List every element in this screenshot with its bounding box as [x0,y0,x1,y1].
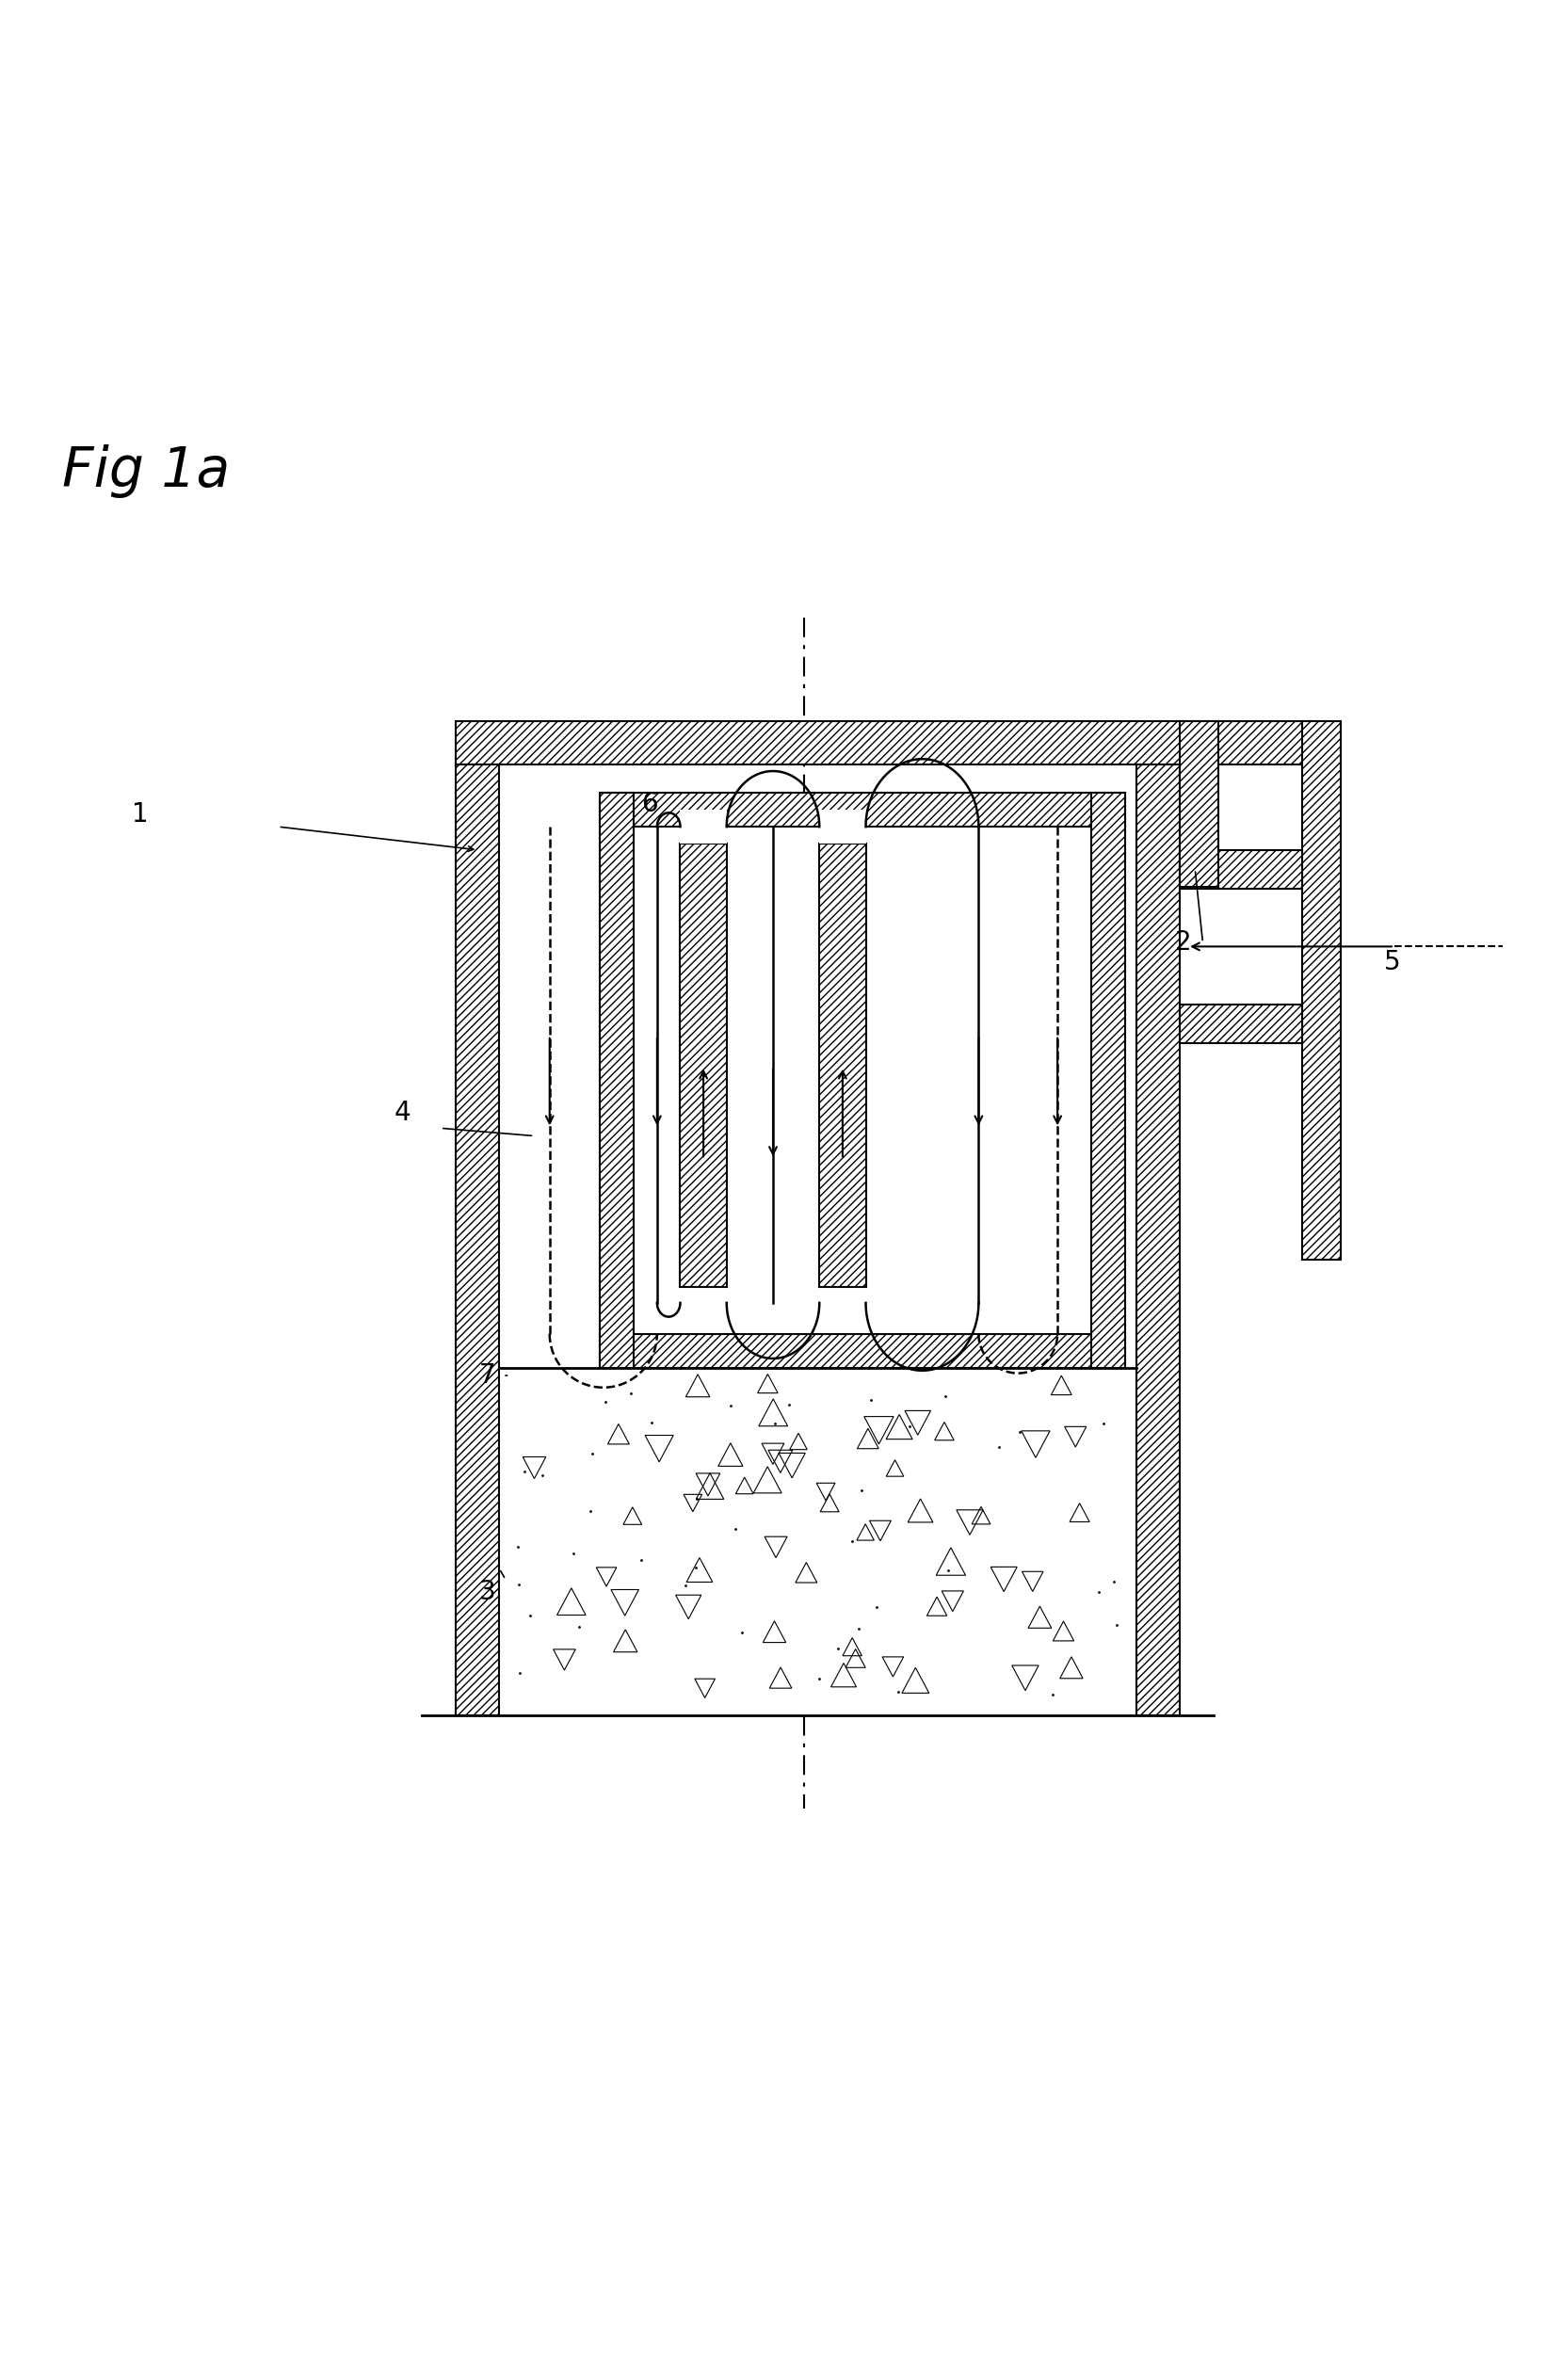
Bar [1180,721,1218,888]
Text: 4: 4 [394,1100,411,1126]
Bar [1091,793,1125,1368]
Bar [819,845,866,1288]
Bar [634,826,1091,1333]
Bar [1136,764,1180,1716]
Text: Fig 1a: Fig 1a [62,445,230,497]
Text: 7: 7 [479,1361,496,1390]
Bar [456,764,499,1716]
Bar [456,721,1314,764]
Bar [680,845,727,1288]
Bar [600,793,634,1368]
Bar [1302,721,1340,1259]
Text: 5: 5 [1384,950,1401,976]
Bar [1180,1004,1302,1042]
Bar [680,809,727,845]
Text: 6: 6 [642,790,659,816]
Bar [600,793,1125,826]
Text: 1: 1 [131,802,148,828]
Bar [819,809,866,845]
Bar [499,1368,1136,1716]
Bar [600,1333,1125,1368]
Text: 2: 2 [1175,931,1192,957]
Text: 3: 3 [479,1578,496,1604]
Bar [1180,850,1302,888]
